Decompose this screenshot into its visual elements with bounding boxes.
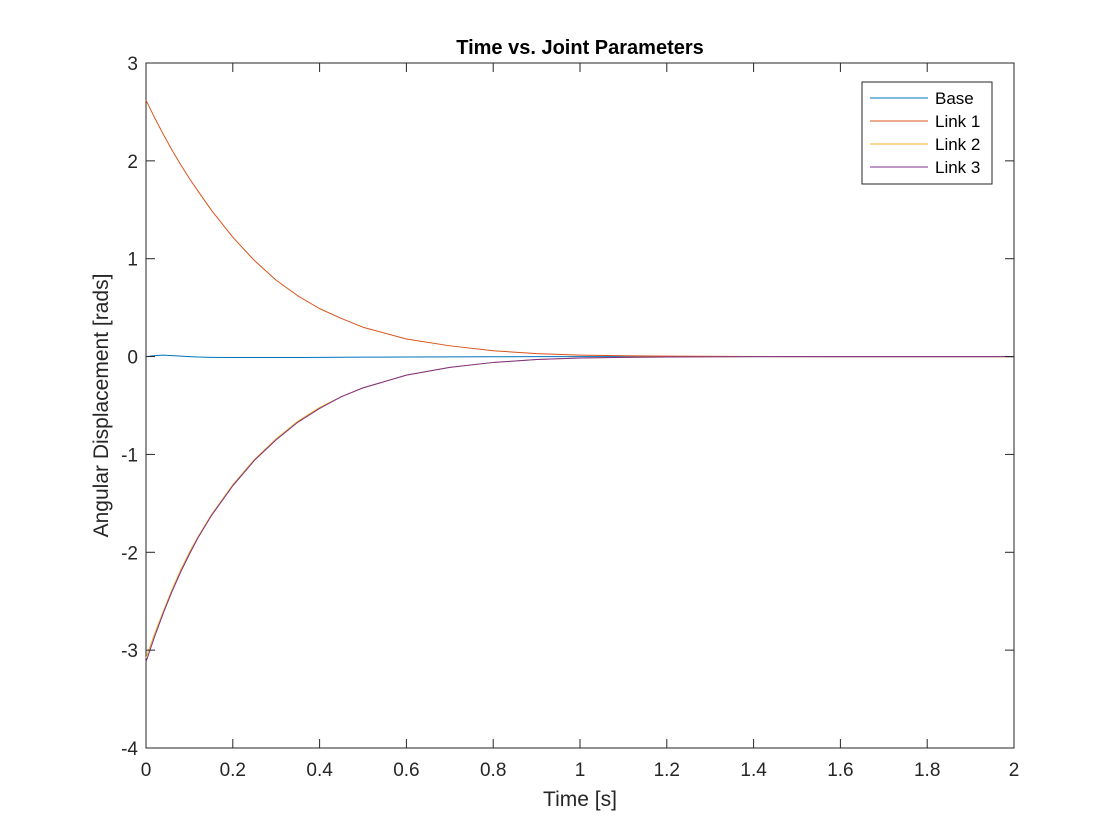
- x-tick-label: 0.2: [220, 760, 246, 781]
- y-tick-label: 0: [127, 348, 138, 369]
- y-axis-label: Angular Displacement [rads]: [90, 274, 113, 538]
- series-layer: [145, 99, 1014, 663]
- y-tick-label: -1: [121, 445, 138, 466]
- x-tick-label: 1.8: [914, 760, 940, 781]
- x-tick-label: 2: [1009, 760, 1020, 781]
- y-tick-label: 2: [127, 152, 138, 173]
- chart-title: Time vs. Joint Parameters: [456, 37, 704, 59]
- x-tick-label: 1.2: [654, 760, 680, 781]
- legend-label: Link 2: [935, 135, 980, 154]
- x-axis-label: Time [s]: [543, 788, 617, 811]
- x-tick-label: 0.8: [480, 760, 506, 781]
- series-line-link-3: [145, 356, 1014, 663]
- y-tick-label: 1: [127, 250, 138, 271]
- x-tick-label: 1.6: [827, 760, 853, 781]
- x-tick-label: 1: [575, 760, 586, 781]
- legend: Base Link 1 Link 2 Link 3: [861, 81, 993, 185]
- y-tick-label: -3: [121, 641, 138, 662]
- series-line-link-1: [145, 99, 1014, 358]
- x-tick-label: 1.4: [740, 760, 767, 781]
- y-tick-label: -4: [121, 739, 138, 760]
- x-tick-label: 0.6: [393, 760, 419, 781]
- legend-label: Link 3: [935, 158, 980, 177]
- ticks-layer: 0 0.2 0.4 0.6 0.8 1 1.2 1.4 1.6 1.8 2 -4 -3 -2 -1 0 1 2 3: [121, 54, 1019, 781]
- x-tick-label: 0: [141, 760, 152, 781]
- x-tick-label: 0.4: [306, 760, 333, 781]
- y-tick-label: 3: [127, 54, 138, 75]
- legend-label: Link 1: [935, 112, 980, 131]
- legend-label: Base: [935, 89, 974, 108]
- y-tick-label: -2: [121, 543, 138, 564]
